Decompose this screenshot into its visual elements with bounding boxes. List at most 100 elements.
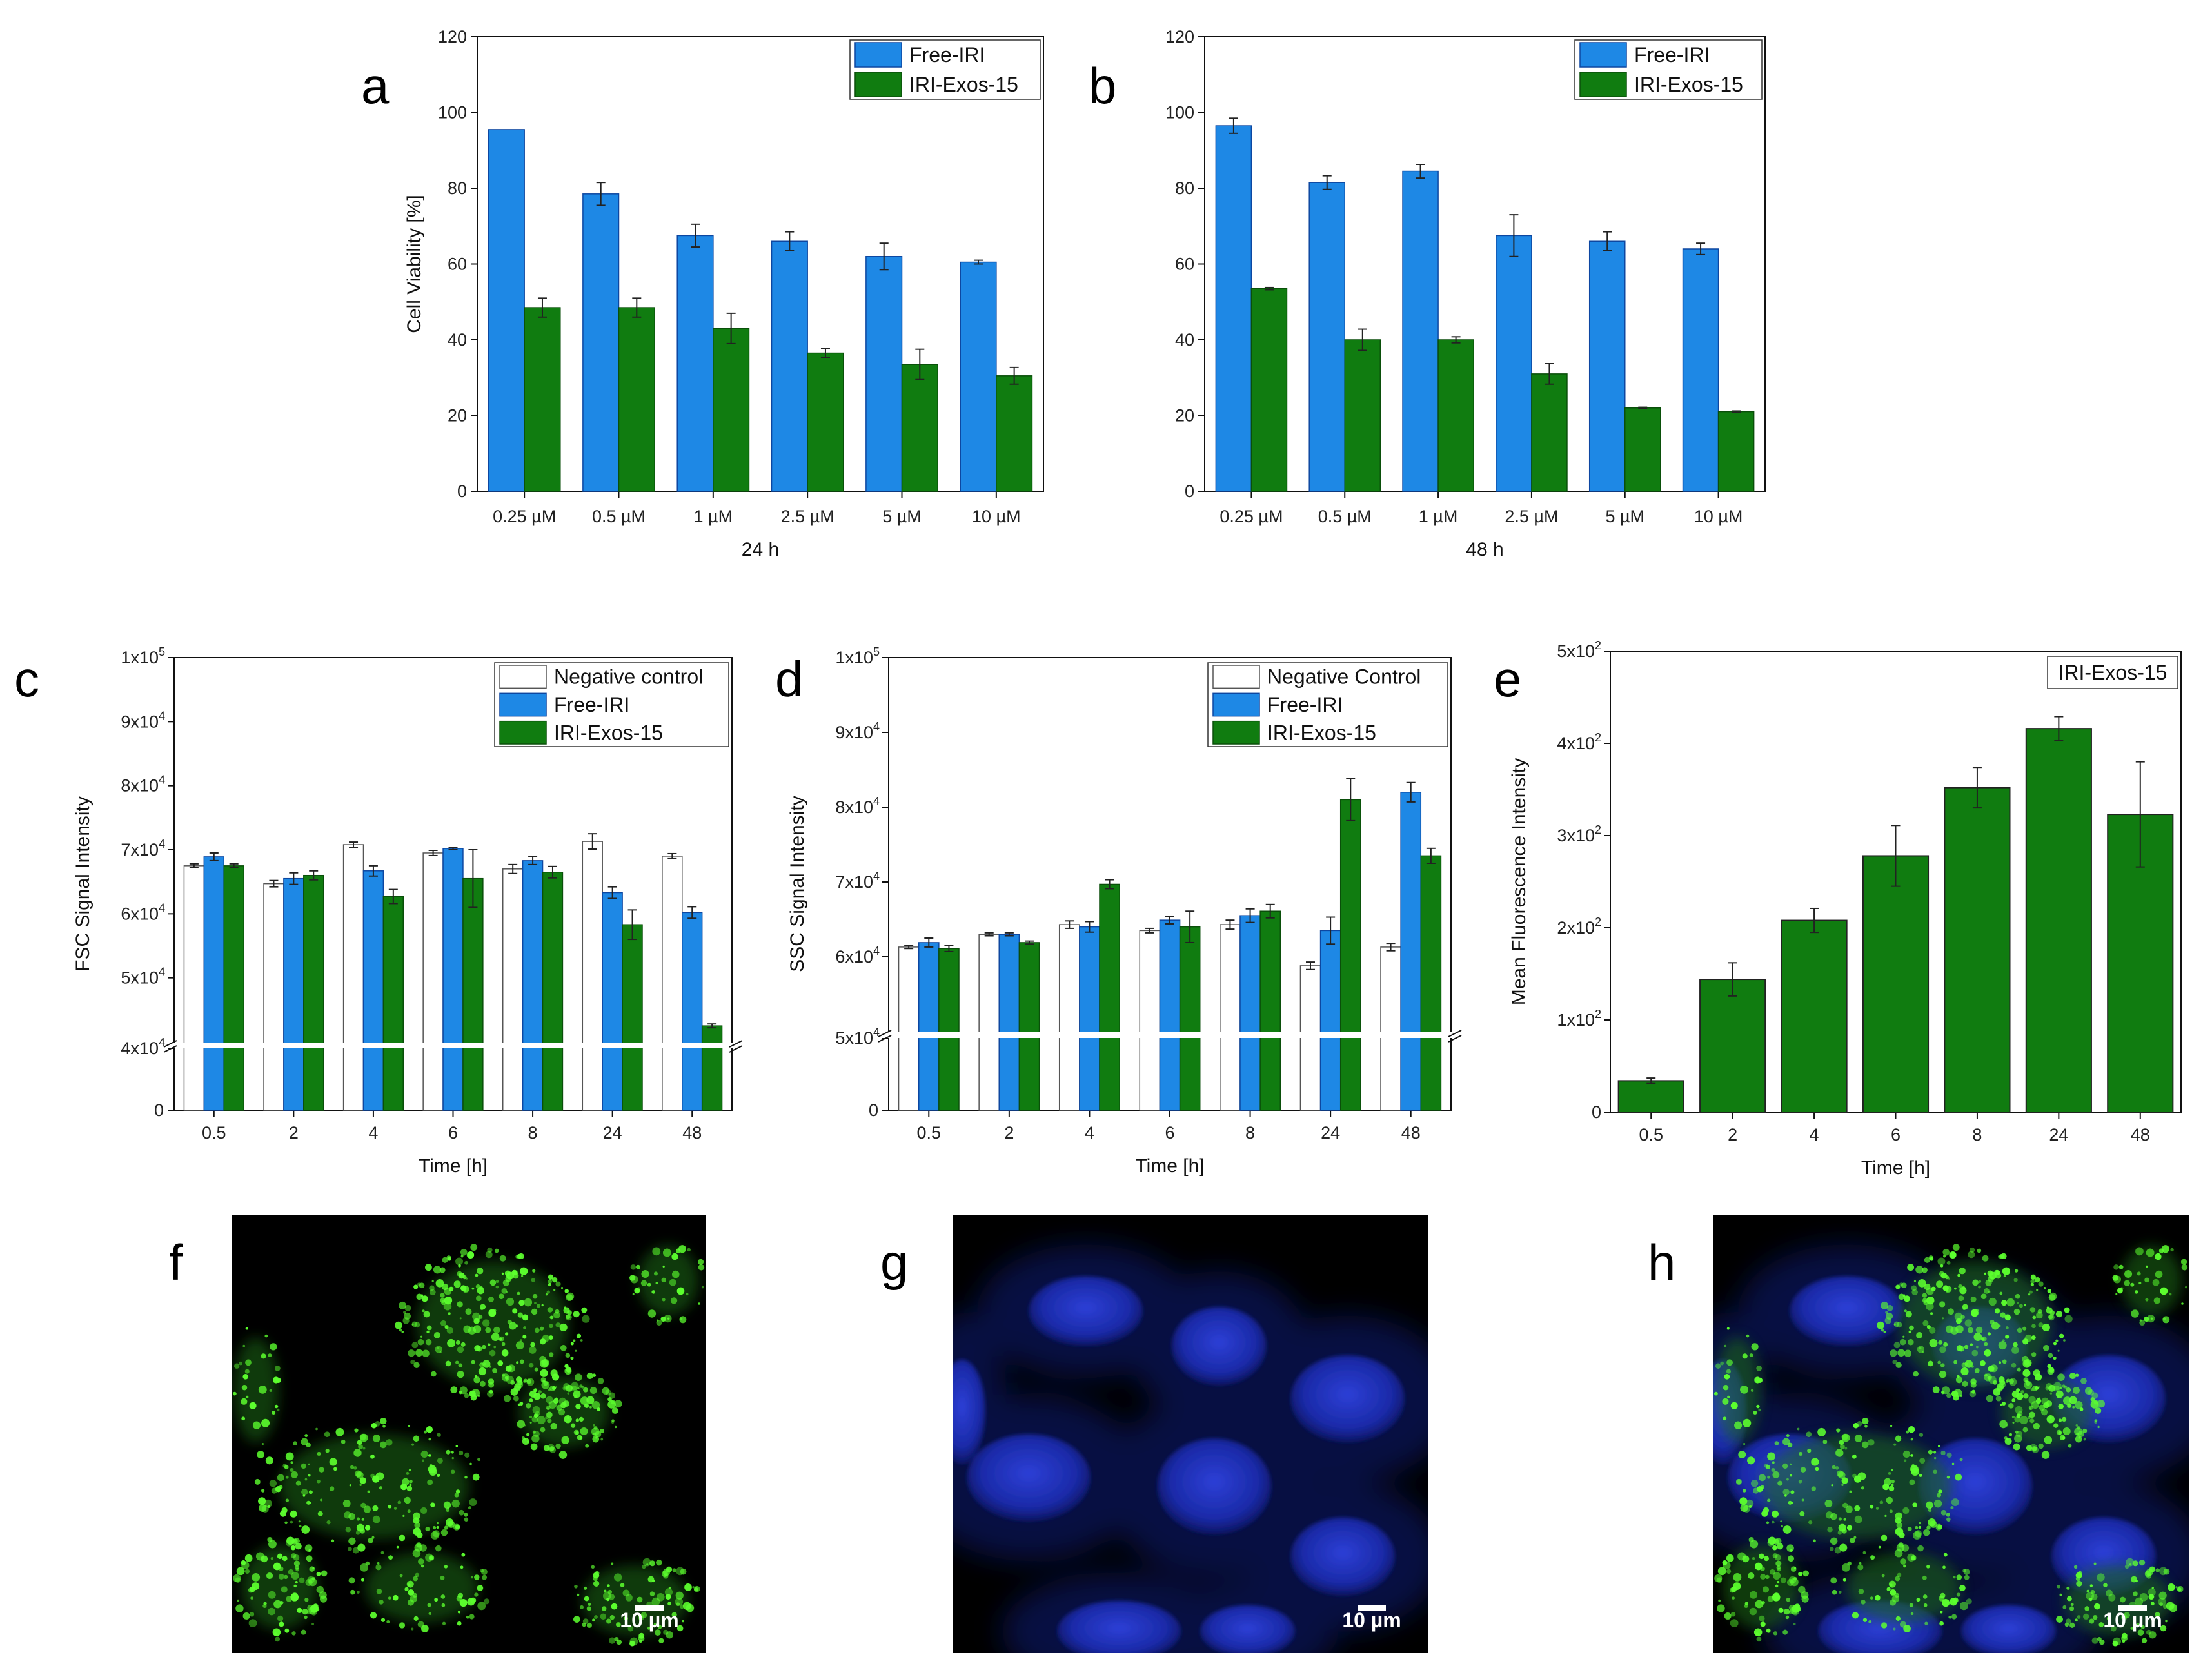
vesicle (1995, 1395, 2002, 1402)
vesicle (655, 1282, 658, 1285)
vesicle (1911, 1464, 1915, 1468)
vesicle (2097, 1400, 2105, 1408)
vesicle (1841, 1484, 1844, 1487)
vesicle (1743, 1418, 1752, 1427)
vesicle (2094, 1419, 2098, 1422)
vesicle (1911, 1467, 1919, 1476)
legend-label: Negative Control (1267, 665, 1421, 689)
vesicle (529, 1415, 533, 1419)
vesicle (2008, 1402, 2014, 1409)
vesicle (1940, 1363, 1945, 1367)
vesicle (1786, 1578, 1794, 1586)
vesicle (357, 1543, 366, 1552)
vesicle (2015, 1269, 2019, 1273)
y-axis-label: SSC Signal Intensity (787, 796, 808, 972)
vesicle (306, 1442, 311, 1448)
vesicle (268, 1607, 275, 1616)
vesicle (1744, 1602, 1748, 1605)
vesicle (1946, 1452, 1952, 1458)
vesicle (293, 1441, 297, 1445)
vesicle (440, 1594, 446, 1599)
vesicle (1939, 1301, 1946, 1308)
vesicle (2009, 1378, 2017, 1386)
vesicle (244, 1369, 250, 1374)
vesicle (411, 1443, 415, 1446)
vesicle (611, 1419, 615, 1422)
vesicle (1726, 1359, 1733, 1366)
vesicle (1730, 1619, 1739, 1628)
vesicle (1881, 1534, 1888, 1542)
vesicle (1715, 1363, 1721, 1369)
vesicle (1984, 1288, 1990, 1294)
legend-swatch (1212, 665, 1260, 689)
vesicle (365, 1525, 371, 1531)
x-tick-label: 10 µM (972, 507, 1021, 526)
vesicle (1773, 1572, 1781, 1580)
vesicle (1971, 1365, 1974, 1368)
vesicle (249, 1402, 257, 1409)
vesicle (462, 1286, 469, 1293)
vesicle (518, 1253, 524, 1260)
vesicle (261, 1353, 266, 1359)
vesicle (1988, 1291, 1991, 1293)
vesicle (2181, 1264, 2188, 1271)
y-tick-label: 60 (1175, 255, 1194, 274)
vesicle (1750, 1540, 1759, 1549)
vesicle (1849, 1490, 1852, 1493)
vesicle (1756, 1366, 1763, 1371)
vesicle (1859, 1562, 1862, 1565)
vesicle (1780, 1520, 1782, 1523)
vesicle (1903, 1295, 1911, 1302)
vesicle (1970, 1343, 1973, 1346)
vesicle (561, 1436, 569, 1444)
vesicle (501, 1272, 504, 1275)
vesicle (420, 1507, 428, 1514)
vesicle (2029, 1307, 2036, 1313)
green-cluster (1899, 1261, 2051, 1387)
vesicle (304, 1434, 308, 1438)
vesicle (1881, 1328, 1884, 1332)
vesicle (1799, 1511, 1805, 1516)
vesicle (488, 1343, 491, 1346)
vesicle (2046, 1306, 2049, 1309)
vesicle (632, 1293, 635, 1295)
x-tick-label: 24 (2049, 1125, 2068, 1144)
vesicle (1988, 1297, 1997, 1306)
vesicle (2046, 1307, 2053, 1314)
vesicle (1903, 1564, 1906, 1568)
vesicle (1858, 1589, 1864, 1594)
vesicle (379, 1441, 387, 1449)
vesicle (326, 1520, 331, 1525)
panel-letter-d: d (775, 651, 803, 707)
vesicle (1937, 1445, 1940, 1447)
vesicle (2135, 1580, 2138, 1583)
vesicle (1939, 1346, 1946, 1353)
vesicle (1974, 1367, 1980, 1373)
vesicle (2075, 1618, 2078, 1622)
vesicle (1958, 1295, 1964, 1302)
vesicle (453, 1523, 460, 1531)
bar-iri-exos-15 (1717, 411, 1755, 492)
vesicle (467, 1251, 475, 1259)
vesicle (1762, 1586, 1770, 1593)
vesicle (1751, 1343, 1759, 1351)
vesicle (464, 1476, 468, 1479)
vesicle (499, 1293, 504, 1300)
vesicle (697, 1259, 704, 1265)
vesicle (311, 1623, 314, 1625)
vesicle (1772, 1471, 1780, 1478)
vesicle (597, 1378, 604, 1384)
legend-swatch (499, 692, 547, 717)
vesicle (427, 1603, 431, 1607)
bar-free-iri (1308, 182, 1346, 492)
vesicle (295, 1480, 301, 1486)
vesicle (2153, 1297, 2160, 1304)
vesicle (2033, 1422, 2040, 1430)
vesicle (446, 1508, 449, 1513)
vesicle (1841, 1433, 1848, 1440)
vesicle (415, 1349, 423, 1357)
vesicle (1817, 1427, 1826, 1436)
x-tick-label: 4 (368, 1123, 378, 1142)
legend-swatch (499, 720, 547, 745)
vesicle (1884, 1317, 1891, 1324)
